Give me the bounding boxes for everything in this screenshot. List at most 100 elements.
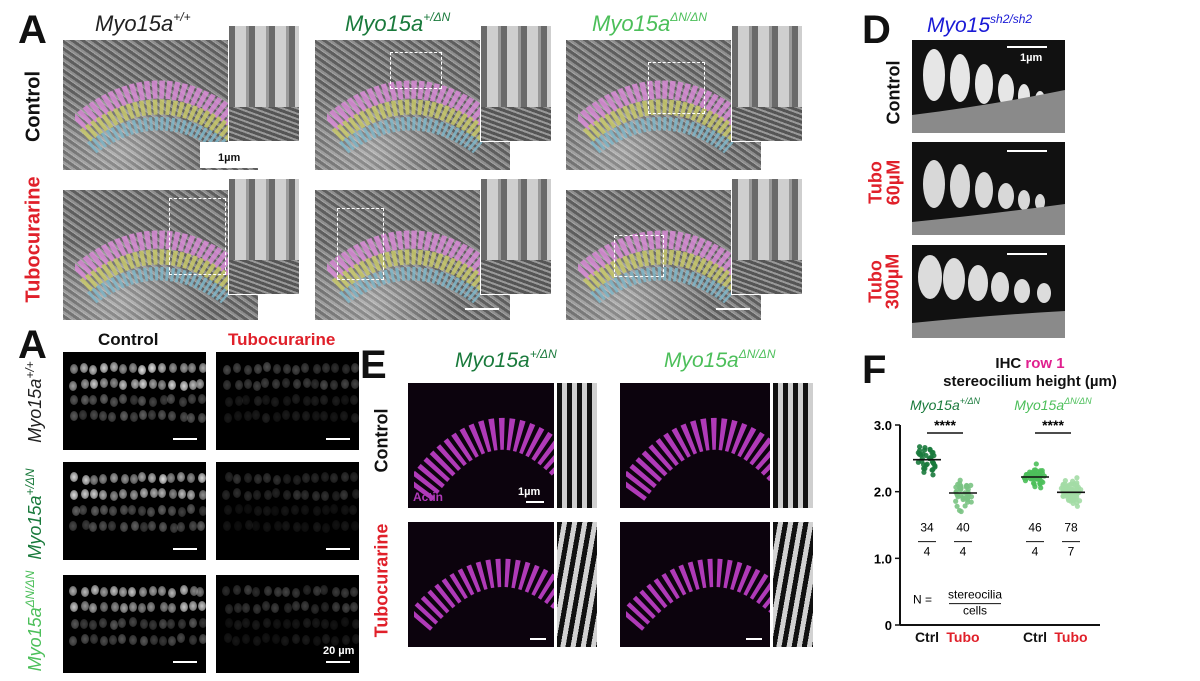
nucleus-dot — [80, 489, 89, 500]
panel-a-genotype-hom: Myo15aΔN/ΔN — [592, 11, 707, 36]
n-legend-prefix: N = — [913, 593, 932, 607]
nucleus-dot — [108, 506, 117, 517]
nucleus-dot — [186, 472, 195, 483]
nucleus-dot — [272, 411, 281, 422]
panel-a2-row-het-label: Myo15a+/ΔN — [15, 465, 55, 565]
actin-inset-het-tubo — [556, 522, 597, 647]
nucleus-dot — [282, 473, 291, 484]
nucleus-dot — [312, 490, 321, 501]
inset-outline — [390, 52, 442, 89]
sem-inset-het-control — [480, 25, 552, 142]
nucleus-dot — [130, 490, 139, 501]
actin-bundle-svg — [413, 558, 554, 632]
y-tick-label: 2.0 — [874, 485, 892, 500]
nucleus-dot — [271, 506, 280, 517]
nucleus-dot — [179, 363, 188, 374]
scalebar — [326, 661, 350, 663]
actin-inset-hom-tubo — [772, 522, 813, 647]
nucleus-dot — [119, 522, 128, 533]
nucleus-dot — [79, 410, 88, 421]
nucleus-dot — [189, 585, 198, 596]
sem-inset-hom-control — [731, 25, 803, 142]
panel-a-row-tubocurarine: Tubocurarine — [22, 176, 45, 303]
nucleus-dot — [147, 601, 156, 612]
sem-image-hom-control — [566, 40, 761, 170]
nucleus-dot — [310, 473, 319, 484]
genotype-base: Myo15a — [592, 11, 671, 36]
nucleus-dot — [241, 634, 250, 645]
nucleus-dot — [281, 378, 290, 389]
nucleus-dot — [341, 521, 350, 532]
nucleus-dot — [90, 410, 99, 421]
scale-text: 1µm — [1020, 52, 1043, 64]
actin-bundle-svg — [413, 418, 554, 501]
nucleus-dot — [340, 378, 349, 389]
nucleus-dot — [89, 602, 98, 613]
nucleus-dot — [273, 586, 282, 597]
actin-bundle-svg — [626, 558, 770, 632]
inset-outline — [169, 198, 226, 275]
nucleus-dot — [310, 603, 319, 614]
scalebar — [212, 148, 242, 150]
nucleus-dot — [232, 474, 241, 485]
nucleus-dot — [332, 520, 341, 531]
confocal-hom-tubo: 20 µm — [216, 575, 359, 673]
nucleus-dot — [271, 396, 280, 407]
nucleus-dot — [244, 490, 253, 501]
nucleus-dot — [251, 521, 260, 532]
nucleus-dot — [70, 363, 79, 374]
nucleus-dot — [320, 395, 329, 406]
nucleus-dot — [89, 488, 98, 499]
nucleus-dot — [321, 619, 330, 630]
nucleus-dot — [283, 396, 292, 407]
nucleus-dot — [312, 635, 321, 646]
nucleus-dot — [261, 378, 270, 389]
nucleus-dot — [167, 506, 176, 517]
nucleus-dot — [149, 396, 158, 407]
stereocilia-bundle-svg — [74, 80, 243, 154]
nucleus-dot — [138, 587, 147, 598]
nucleus-dot — [271, 602, 280, 613]
nucleus-dot — [252, 489, 261, 500]
nucleus-dot — [352, 488, 359, 499]
nucleus-dot — [179, 411, 188, 422]
data-point — [1032, 484, 1038, 490]
nucleus-dot — [139, 522, 148, 533]
nucleus-dot — [130, 378, 139, 389]
nucleus-dot — [322, 522, 331, 533]
nucleus-dot — [69, 380, 78, 391]
nucleus-dot — [167, 394, 176, 405]
nucleus-dot — [188, 394, 197, 405]
nucleus-dot — [223, 364, 232, 375]
genotype-base: Myo15a — [664, 349, 739, 372]
nucleus-dot — [79, 363, 88, 374]
nucleus-dot — [330, 472, 339, 483]
nucleus-dot — [79, 504, 88, 515]
stereocilia-svg — [912, 49, 1065, 133]
nucleus-dot — [108, 412, 117, 423]
nucleus-dot — [330, 504, 339, 515]
nucleus-dot — [199, 505, 206, 516]
nucleus-dot — [98, 520, 107, 531]
nucleus-dot — [253, 473, 262, 484]
nucleus-dot — [339, 410, 348, 421]
nucleus-dot — [262, 601, 271, 612]
n-cells-label: 7 — [1068, 545, 1075, 559]
nucleus-dot — [290, 504, 299, 515]
actin-image-het-control: Actin 1µm — [408, 383, 554, 508]
nucleus-dot — [99, 587, 108, 598]
nucleus-dot — [233, 488, 242, 499]
scale-text: 1µm — [518, 486, 541, 498]
nucleus-dot — [108, 521, 117, 532]
nucleus-dot — [339, 489, 348, 500]
nucleus-dot — [312, 505, 321, 516]
panel-a2-row-hom-label: Myo15aΔN/ΔN — [15, 571, 55, 672]
nucleus-dot — [224, 396, 233, 407]
nucleus-dot — [90, 474, 99, 485]
nucleus-dot — [244, 378, 253, 389]
nucleus-dot — [198, 601, 206, 612]
nucleus-dot — [340, 472, 349, 483]
stereocilia-svg — [912, 255, 1065, 338]
nucleus-dot — [159, 521, 168, 532]
nucleus-dot — [99, 394, 108, 405]
